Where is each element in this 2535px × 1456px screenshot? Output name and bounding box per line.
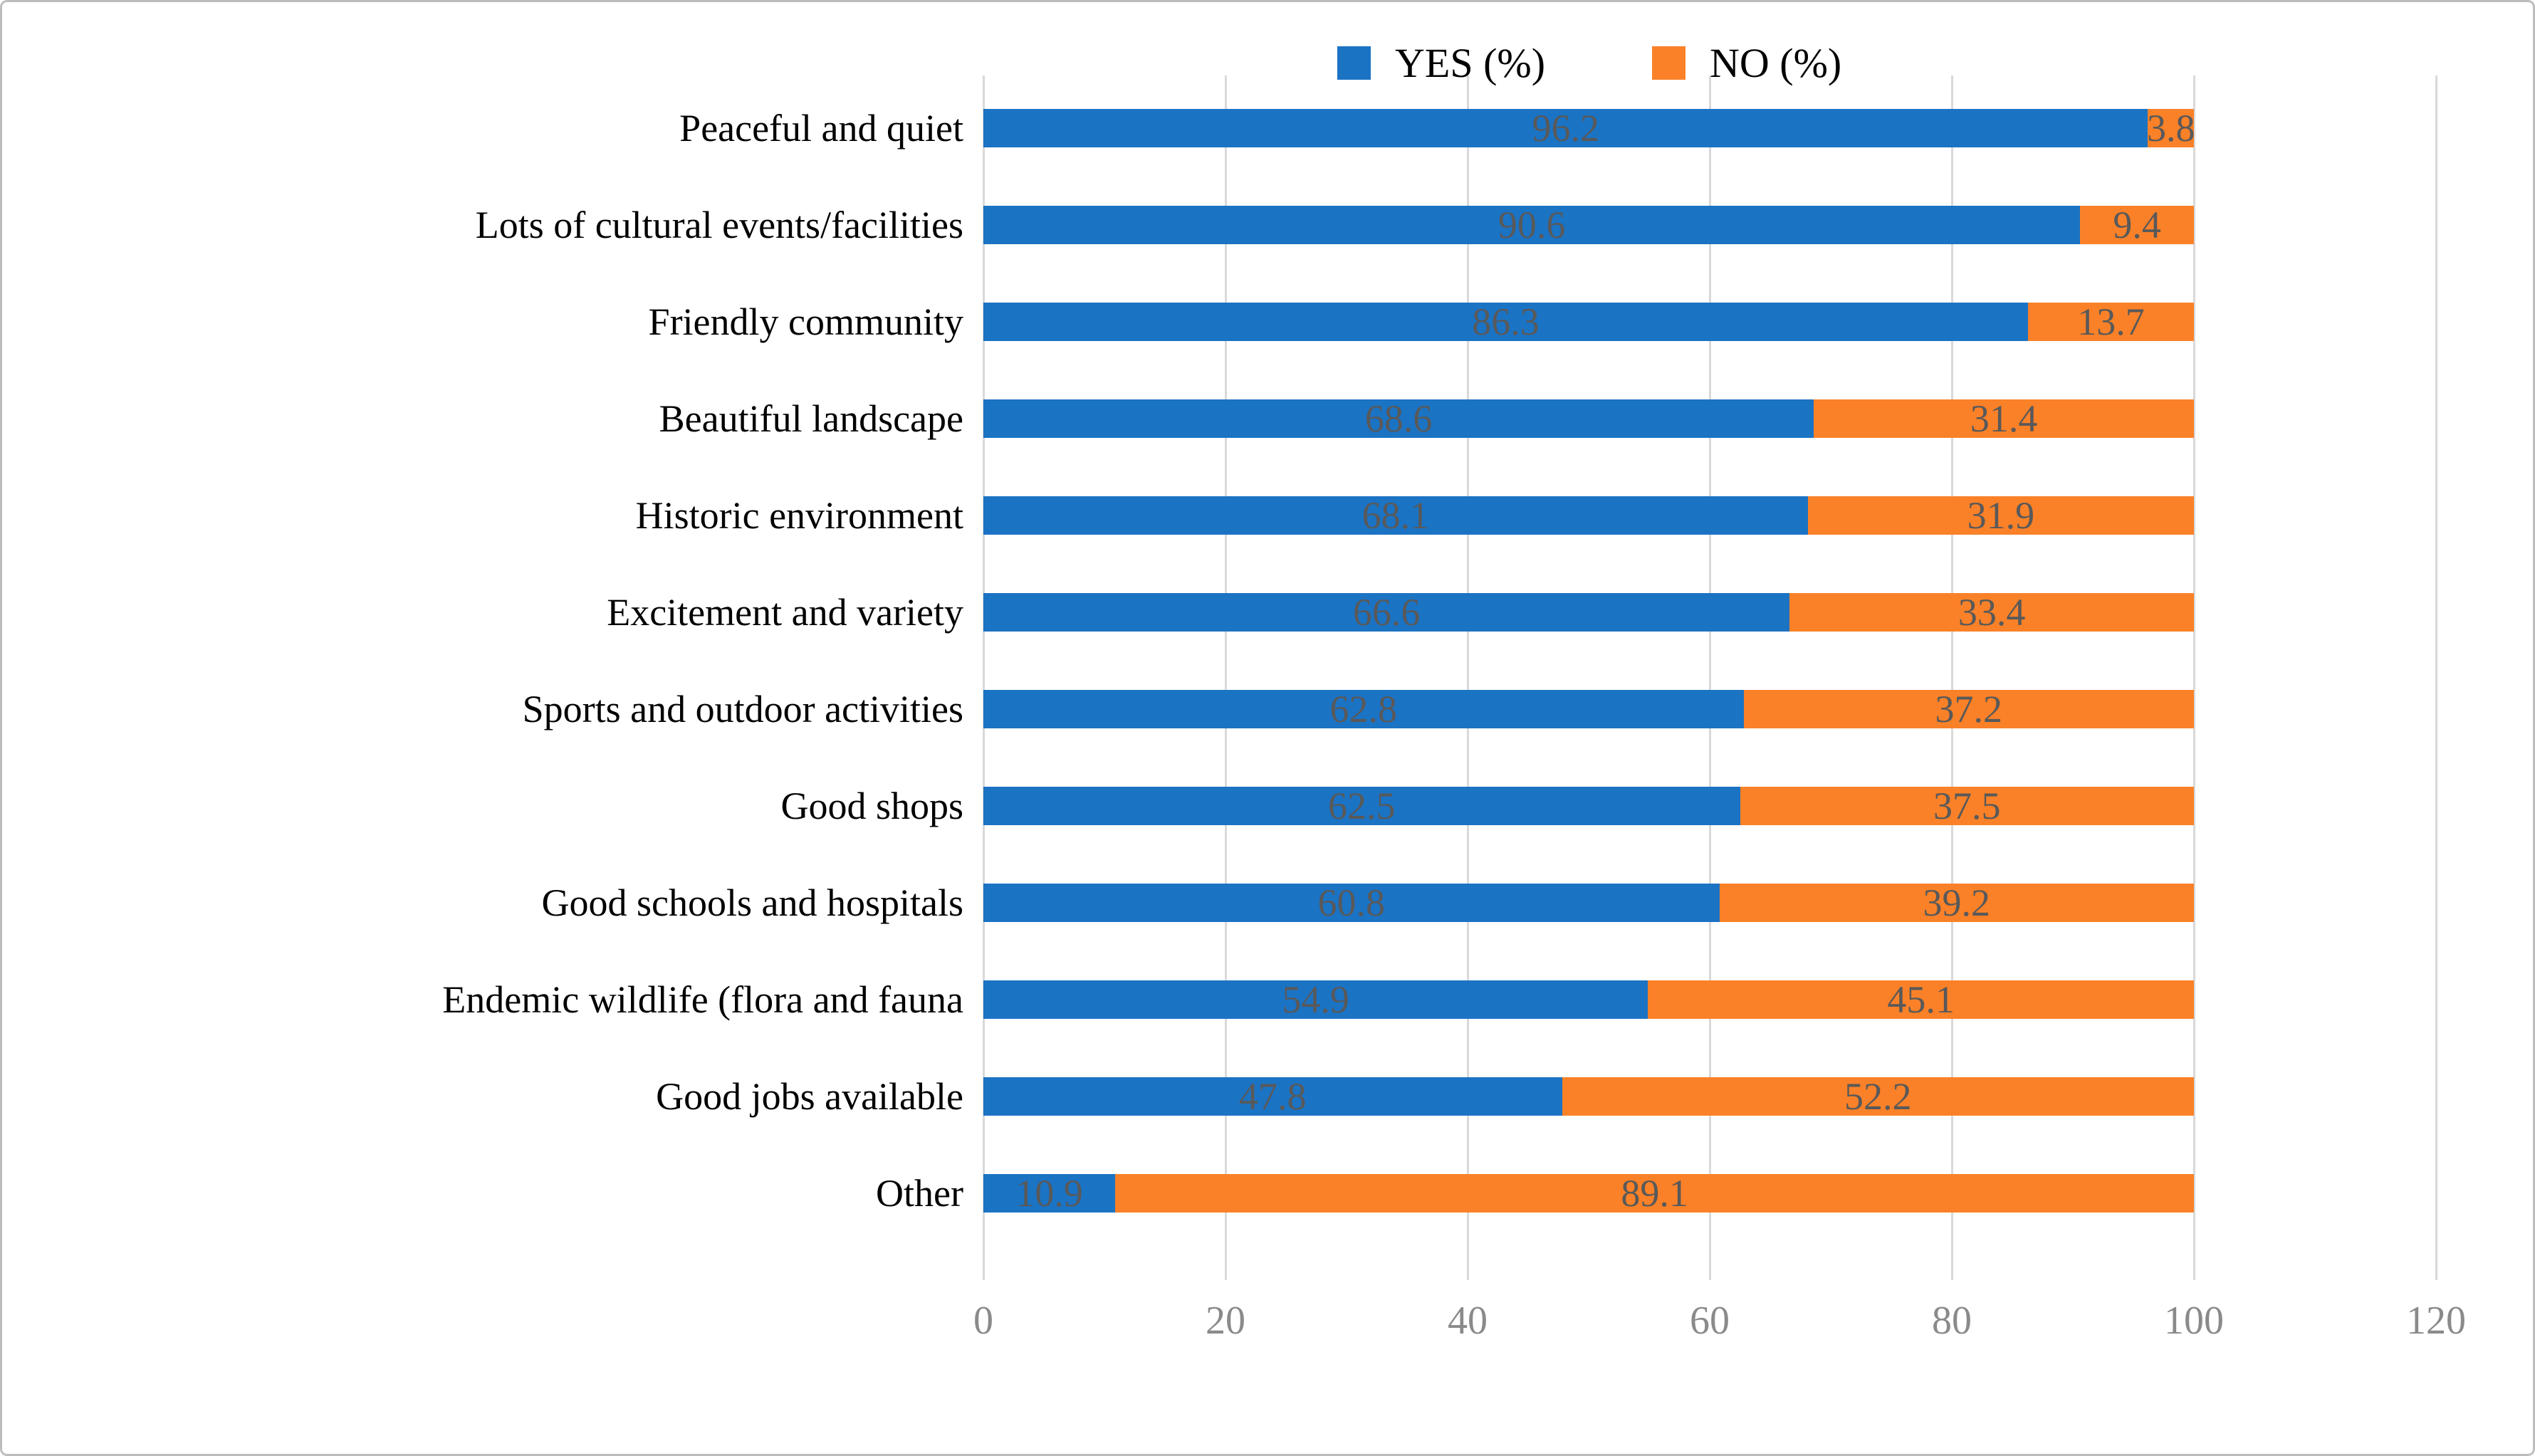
bar-segment-no: 31.9 bbox=[1807, 494, 2194, 537]
category-label: Friendly community bbox=[648, 300, 963, 343]
bar-segment-yes: 10.9 bbox=[983, 1172, 1116, 1215]
gridline bbox=[2435, 75, 2437, 1280]
gridlines-layer bbox=[2, 75, 2533, 1280]
bar-value-label: 10.9 bbox=[1015, 1172, 1083, 1215]
bar-value-label: 37.5 bbox=[1933, 785, 2001, 827]
x-axis-tick-label: 100 bbox=[2164, 1299, 2224, 1343]
legend-item-yes: YES (%) bbox=[1337, 39, 1545, 87]
x-axis-tick-label: 0 bbox=[973, 1299, 993, 1343]
legend-label-yes: YES (%) bbox=[1395, 40, 1546, 86]
bar-value-label: 90.6 bbox=[1498, 204, 1566, 246]
bar-value-label: 45.1 bbox=[1887, 978, 1955, 1021]
bar-value-label: 9.4 bbox=[2113, 204, 2161, 246]
bar-value-label: 52.2 bbox=[1844, 1075, 1912, 1118]
bar-segment-yes: 68.6 bbox=[983, 399, 1814, 438]
bar-segment-no: 9.4 bbox=[2080, 206, 2194, 244]
category-label: Good jobs available bbox=[656, 1075, 963, 1118]
category-label: Beautiful landscape bbox=[659, 397, 963, 440]
legend-label-no: NO (%) bbox=[1710, 40, 1842, 86]
gridline bbox=[1950, 75, 1953, 1280]
bar-value-label: 96.2 bbox=[1532, 107, 1599, 150]
bar-segment-yes: 68.1 bbox=[983, 496, 1808, 535]
bar-value-label: 54.9 bbox=[1282, 978, 1349, 1021]
legend-item-no: NO (%) bbox=[1652, 39, 1841, 87]
bar-segment-yes: 62.5 bbox=[983, 787, 1740, 825]
bar-segment-no: 13.7 bbox=[2028, 303, 2194, 341]
bar-segment-no: 33.4 bbox=[1789, 593, 2194, 632]
category-label: Endemic wildlife (flora and fauna bbox=[442, 978, 963, 1021]
bar-segment-no: 89.1 bbox=[1115, 1174, 2194, 1213]
bar-segment-no: 39.2 bbox=[1719, 881, 2194, 924]
x-axis-tick-label: 80 bbox=[1932, 1299, 1972, 1343]
x-axis-tick-label: 20 bbox=[1206, 1299, 1245, 1343]
bar-segment-yes: 90.6 bbox=[983, 204, 2081, 246]
bar-value-label: 60.8 bbox=[1317, 881, 1386, 924]
legend-swatch-no bbox=[1652, 46, 1686, 80]
gridline bbox=[982, 75, 985, 1280]
category-label: Other bbox=[876, 1172, 963, 1215]
bar-value-label: 47.8 bbox=[1239, 1075, 1307, 1118]
bar-value-label: 68.6 bbox=[1364, 397, 1433, 440]
bar-segment-no: 37.2 bbox=[1743, 688, 2194, 730]
x-axis-tick-label: 60 bbox=[1690, 1299, 1730, 1343]
bar-value-label: 31.9 bbox=[1967, 494, 2035, 537]
x-axis-tick-label: 120 bbox=[2406, 1299, 2466, 1343]
bar-value-label: 39.2 bbox=[1923, 881, 1991, 924]
category-label: Excitement and variety bbox=[607, 591, 963, 634]
bar-segment-no: 31.4 bbox=[1814, 399, 2194, 438]
bar-segment-no: 45.1 bbox=[1648, 980, 2194, 1019]
bar-value-label: 62.5 bbox=[1328, 785, 1396, 827]
bar-segment-no: 37.5 bbox=[1740, 785, 2194, 827]
bar-value-label: 37.2 bbox=[1935, 688, 2003, 730]
bar-segment-yes: 86.3 bbox=[983, 300, 2029, 343]
bar-segment-yes: 66.6 bbox=[983, 591, 1790, 634]
category-label: Good schools and hospitals bbox=[541, 881, 963, 924]
bar-value-label: 33.4 bbox=[1958, 591, 2026, 634]
gridline bbox=[1708, 75, 1711, 1280]
bar-value-label: 3.8 bbox=[2146, 107, 2195, 150]
bar-segment-yes: 60.8 bbox=[983, 884, 1720, 922]
legend: YES (%) NO (%) bbox=[1337, 39, 1841, 87]
bar-segment-yes: 54.9 bbox=[983, 980, 1648, 1019]
gridline bbox=[1466, 75, 1469, 1280]
bar-value-label: 62.8 bbox=[1329, 688, 1398, 730]
bar-segment-no: 52.2 bbox=[1562, 1077, 2194, 1116]
bar-value-label: 31.4 bbox=[1970, 397, 2038, 440]
gridline bbox=[1224, 75, 1227, 1280]
bar-segment-yes: 47.8 bbox=[983, 1077, 1562, 1116]
category-label: Lots of cultural events/facilities bbox=[475, 204, 963, 246]
bar-segment-yes: 62.8 bbox=[983, 690, 1744, 728]
category-label: Peaceful and quiet bbox=[679, 107, 963, 150]
bar-value-label: 68.1 bbox=[1361, 494, 1430, 537]
bar-segment-yes: 96.2 bbox=[983, 109, 2148, 147]
bar-value-label: 66.6 bbox=[1352, 591, 1421, 634]
category-label: Good shops bbox=[780, 785, 963, 827]
bar-value-label: 89.1 bbox=[1621, 1172, 1688, 1215]
gridline bbox=[2192, 75, 2195, 1280]
legend-swatch-yes bbox=[1337, 46, 1371, 80]
bar-value-label: 13.7 bbox=[2077, 300, 2145, 343]
category-label: Historic environment bbox=[635, 494, 963, 537]
x-axis-tick-label: 40 bbox=[1448, 1299, 1488, 1343]
bar-segment-no: 3.8 bbox=[2146, 107, 2195, 150]
bar-value-label: 86.3 bbox=[1472, 300, 1540, 343]
category-label: Sports and outdoor activities bbox=[522, 688, 963, 730]
